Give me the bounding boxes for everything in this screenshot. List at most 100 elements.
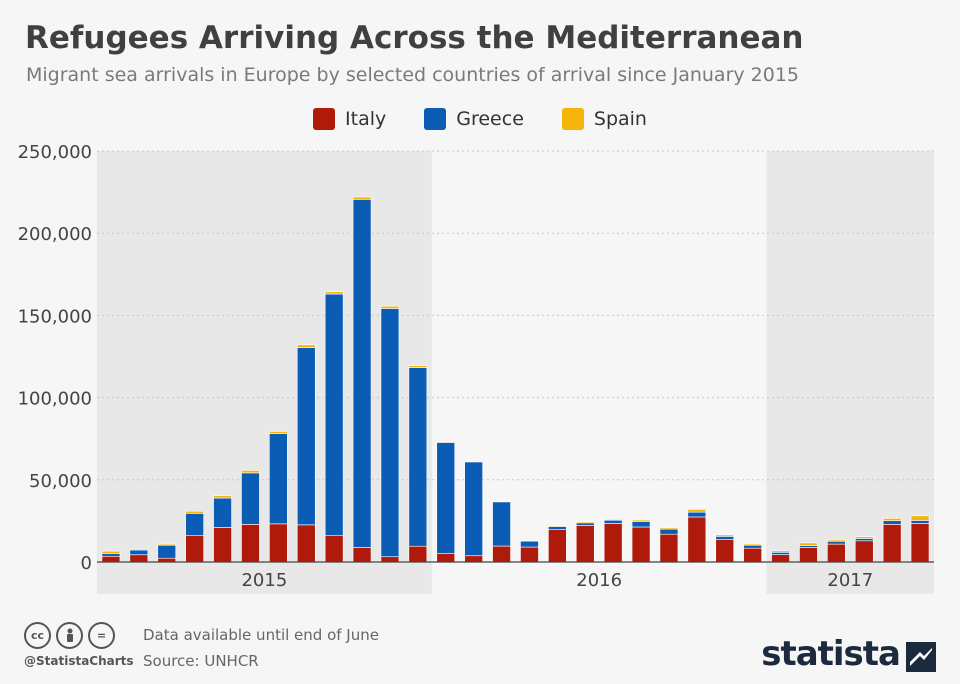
bar-spain — [269, 431, 288, 434]
source-text: Source: UNHCR — [143, 652, 259, 670]
bar-italy — [575, 525, 595, 563]
bar-greece — [185, 513, 204, 536]
license-icons: cc = — [24, 622, 115, 649]
bar-spain — [799, 542, 818, 546]
statista-logo-icon — [906, 642, 936, 672]
bar-italy — [715, 539, 735, 563]
bar-spain — [408, 365, 428, 368]
bar-italy — [129, 554, 149, 563]
attribution-icon — [56, 622, 83, 649]
bar-greece — [854, 538, 874, 542]
x-year-label: 2017 — [827, 570, 873, 591]
bar-greece — [213, 497, 232, 528]
bar-italy — [827, 543, 846, 563]
bar-spain — [575, 521, 595, 524]
no-derivatives-icon: = — [88, 622, 115, 649]
twitter-handle: @StatistaCharts — [24, 654, 134, 668]
bar-spain — [492, 500, 511, 503]
bar-italy — [324, 535, 344, 563]
bar-italy — [659, 533, 679, 563]
bar-spain — [129, 548, 149, 551]
bar-italy — [743, 547, 762, 563]
x-year-label: 2016 — [576, 570, 622, 591]
bar-greece — [715, 536, 735, 540]
bar-greece — [408, 367, 428, 547]
bar-greece — [603, 519, 623, 524]
bar-italy — [464, 555, 483, 563]
bar-greece — [269, 433, 288, 525]
bar-italy — [603, 523, 623, 563]
bar-italy — [520, 546, 539, 563]
bar-greece — [436, 442, 456, 554]
y-tick-label: 0 — [81, 553, 92, 574]
bar-greece — [352, 199, 372, 548]
legend-item-italy: Italy — [313, 108, 386, 130]
bar-italy — [548, 528, 567, 563]
bar-greece — [548, 526, 567, 530]
y-tick-label: 50,000 — [29, 471, 92, 492]
bar-spain — [101, 550, 121, 554]
legend-label-italy: Italy — [345, 108, 387, 130]
legend: Italy Greece Spain — [0, 108, 960, 130]
bar-italy — [799, 547, 818, 563]
creative-commons-icon: cc — [24, 622, 51, 649]
bar-italy — [241, 524, 260, 563]
bar-spain — [743, 543, 762, 546]
bar-spain — [213, 495, 232, 499]
legend-label-greece: Greece — [456, 108, 524, 130]
y-tick-label: 250,000 — [18, 142, 92, 163]
year-band-2017 — [766, 151, 934, 594]
bar-italy — [269, 523, 288, 563]
bar-spain — [241, 470, 260, 474]
legend-label-spain: Spain — [593, 108, 647, 130]
statista-logo[interactable]: statista — [761, 634, 901, 674]
bar-italy — [352, 547, 372, 563]
bar-greece — [743, 544, 762, 549]
bar-italy — [882, 524, 902, 563]
bar-greece — [631, 521, 651, 528]
bar-greece — [575, 522, 595, 526]
legend-item-greece: Greece — [424, 108, 524, 130]
bar-spain — [882, 518, 902, 522]
bar-italy — [296, 524, 316, 563]
bar-italy — [492, 545, 511, 563]
chart-title: Refugees Arriving Across the Mediterrane… — [25, 20, 804, 56]
bar-greece — [129, 549, 149, 556]
bar-spain — [603, 519, 623, 521]
bar-greece — [101, 553, 121, 557]
bar-greece — [659, 528, 679, 535]
bar-greece — [771, 552, 790, 555]
bar-spain — [827, 539, 846, 542]
bar-spain — [464, 460, 483, 463]
bar-italy — [436, 552, 456, 563]
bar-spain — [910, 515, 930, 521]
bar-greece — [157, 544, 177, 559]
bar-italy — [380, 556, 400, 563]
bar-greece — [827, 540, 846, 545]
bar-greece — [464, 461, 483, 557]
bar-spain — [380, 305, 400, 309]
bar-spain — [854, 536, 874, 539]
bar-italy — [854, 540, 874, 563]
bar-spain — [715, 534, 735, 537]
y-tick-label: 100,000 — [18, 389, 92, 410]
bar-greece — [882, 520, 902, 525]
bar-spain — [687, 509, 707, 513]
bar-greece — [324, 293, 344, 536]
bar-spain — [324, 291, 344, 295]
x-year-label: 2015 — [241, 570, 287, 591]
bar-greece — [687, 511, 707, 518]
bar-greece — [241, 472, 260, 525]
bar-spain — [436, 441, 456, 443]
bar-italy — [101, 555, 121, 563]
bar-spain — [631, 519, 651, 522]
bar-greece — [910, 520, 930, 524]
bar-greece — [520, 540, 539, 548]
bar-spain — [771, 550, 790, 553]
chart-subtitle: Migrant sea arrivals in Europe by select… — [26, 64, 800, 86]
bar-spain — [352, 196, 372, 200]
legend-swatch-greece — [424, 108, 447, 130]
legend-item-spain: Spain — [561, 108, 647, 130]
bar-italy — [408, 545, 428, 563]
